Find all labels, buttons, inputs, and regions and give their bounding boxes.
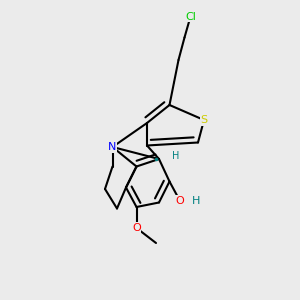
Text: N: N <box>108 142 117 152</box>
Text: H: H <box>172 151 179 161</box>
Text: O: O <box>132 223 141 233</box>
Text: O: O <box>176 196 184 206</box>
Text: S: S <box>200 115 208 125</box>
Text: Cl: Cl <box>185 11 196 22</box>
Text: H: H <box>192 196 200 206</box>
